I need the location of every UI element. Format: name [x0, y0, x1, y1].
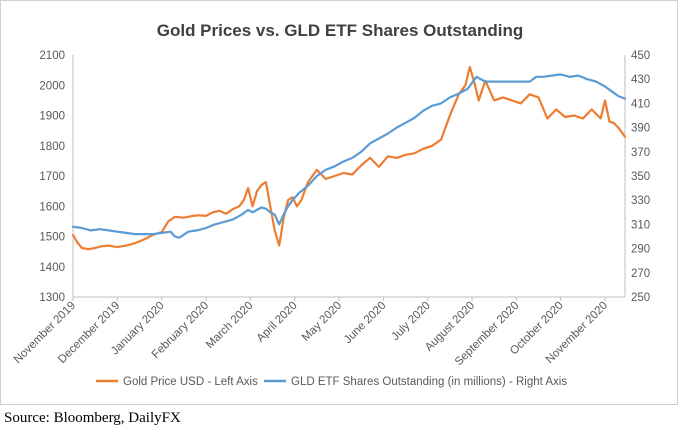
y-right-tick-label: 250: [631, 292, 650, 304]
x-tick-label: March 2020: [204, 300, 255, 351]
series-line-gold-price: [71, 65, 627, 251]
axes-layer: 1300 1400 1500 1600 1700 1800 1900 2000 2100 250 2…: [12, 50, 650, 368]
y-right-tick-label: 310: [631, 219, 650, 231]
y-left-tick-label: 1800: [39, 141, 65, 153]
y-right-tick-label: 330: [631, 195, 650, 207]
y-right-tick-label: 290: [631, 244, 650, 256]
y-left-tick-label: 1500: [39, 232, 65, 244]
y-right-tick-label: 370: [631, 147, 650, 159]
y-right-tick-label: 390: [631, 123, 650, 135]
legend-label-gold-price: Gold Price USD - Left Axis: [123, 376, 258, 388]
y-right-tick-label: 450: [631, 50, 650, 62]
series-line-gld-shares: [71, 73, 627, 239]
x-tick-label: May 2020: [300, 300, 344, 344]
y-left-tick-label: 1300: [39, 292, 65, 304]
y-left-tick-label: 2100: [39, 50, 65, 62]
chart-frame: [0, 0, 678, 405]
y-right-tick-label: 350: [631, 171, 650, 183]
x-tick-label: April 2020: [255, 300, 300, 345]
x-tick-label: July 2020: [390, 300, 433, 343]
chart-title: Gold Prices vs. GLD ETF Shares Outstandi…: [157, 21, 524, 40]
y-left-tick-label: 1900: [39, 111, 65, 123]
chart: Gold Prices vs. GLD ETF Shares Outstandi…: [12, 21, 650, 388]
series-layer: [71, 65, 627, 251]
source-note: Source: Bloomberg, DailyFX: [4, 410, 181, 426]
y-right-tick-label: 410: [631, 98, 650, 110]
legend: Gold Price USD - Left Axis GLD ETF Shares…: [96, 376, 567, 388]
y-right-tick-label: 430: [631, 74, 650, 86]
y-left-tick-label: 1600: [39, 201, 65, 213]
y-right-tick-label: 270: [631, 268, 650, 280]
x-tick-label: June 2020: [342, 300, 388, 346]
y-left-tick-label: 1700: [39, 171, 65, 183]
y-left-tick-label: 2000: [39, 80, 65, 92]
y-left-tick-label: 1400: [39, 262, 65, 274]
legend-label-gld-shares: GLD ETF Shares Outstanding (in millions)…: [291, 376, 567, 388]
